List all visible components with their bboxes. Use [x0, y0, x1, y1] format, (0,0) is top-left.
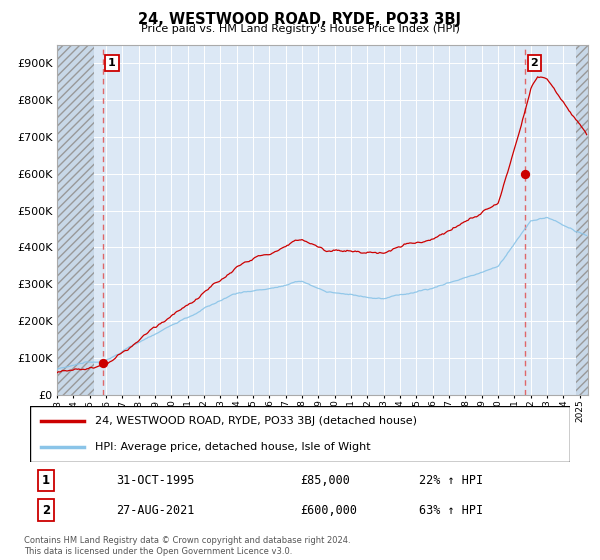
Text: £85,000: £85,000	[300, 474, 350, 487]
Text: HPI: Average price, detached house, Isle of Wight: HPI: Average price, detached house, Isle…	[95, 442, 370, 452]
Text: 22% ↑ HPI: 22% ↑ HPI	[419, 474, 483, 487]
Text: Price paid vs. HM Land Registry's House Price Index (HPI): Price paid vs. HM Land Registry's House …	[140, 24, 460, 34]
Point	[98, 359, 108, 368]
Text: £600,000: £600,000	[300, 503, 357, 516]
Text: 24, WESTWOOD ROAD, RYDE, PO33 3BJ: 24, WESTWOOD ROAD, RYDE, PO33 3BJ	[139, 12, 461, 27]
Text: 63% ↑ HPI: 63% ↑ HPI	[419, 503, 483, 516]
Text: Contains HM Land Registry data © Crown copyright and database right 2024.
This d: Contains HM Land Registry data © Crown c…	[24, 536, 350, 556]
Bar	[576, 45, 588, 395]
Text: 1: 1	[42, 474, 50, 487]
Text: 2: 2	[42, 503, 50, 516]
Text: 24, WESTWOOD ROAD, RYDE, PO33 3BJ (detached house): 24, WESTWOOD ROAD, RYDE, PO33 3BJ (detac…	[95, 416, 417, 426]
Text: 31-OCT-1995: 31-OCT-1995	[116, 474, 195, 487]
Text: 1: 1	[108, 58, 116, 68]
Text: 27-AUG-2021: 27-AUG-2021	[116, 503, 195, 516]
Text: 2: 2	[530, 58, 538, 68]
Point	[521, 169, 530, 178]
FancyBboxPatch shape	[30, 406, 570, 462]
Bar	[57, 45, 94, 395]
